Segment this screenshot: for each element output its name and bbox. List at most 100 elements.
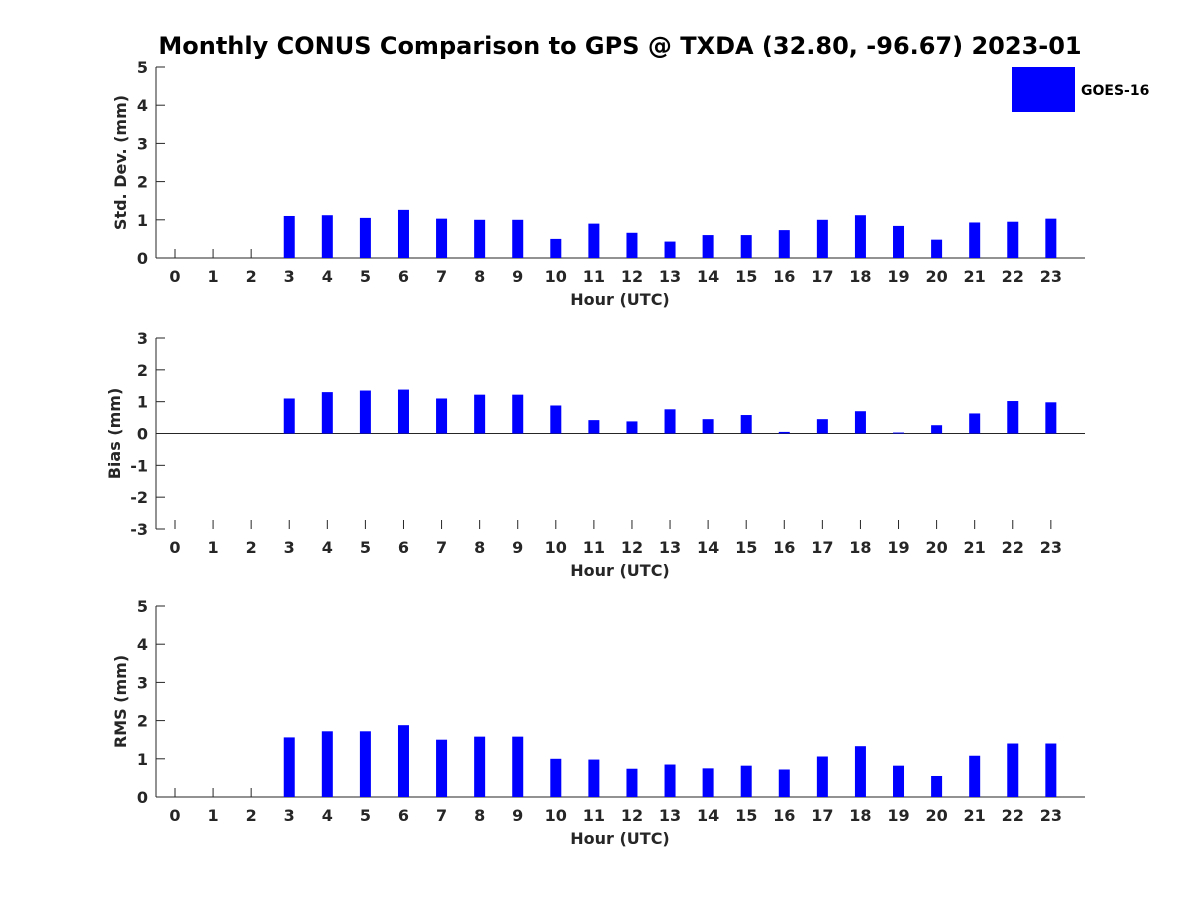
x-tick-label: 22 — [1002, 806, 1024, 825]
bar — [1007, 743, 1019, 797]
x-tick-label: 10 — [545, 538, 567, 557]
bar — [893, 765, 905, 797]
bar — [397, 209, 409, 258]
bar — [893, 225, 905, 258]
bar — [397, 389, 409, 434]
bar — [854, 746, 866, 797]
bar — [359, 217, 371, 258]
y-tick-label: -2 — [130, 488, 148, 507]
x-tick-label: 21 — [964, 267, 986, 286]
bar — [740, 415, 752, 434]
bar — [931, 775, 943, 797]
bar — [588, 420, 600, 434]
bar — [283, 215, 295, 258]
y-tick-label: 2 — [137, 361, 148, 380]
x-tick-label: 16 — [773, 538, 795, 557]
x-tick-label: 9 — [512, 538, 523, 557]
bar — [512, 736, 524, 797]
bar — [436, 218, 448, 258]
x-tick-label: 8 — [474, 267, 485, 286]
x-tick-label: 17 — [811, 267, 833, 286]
legend: GOES-16 — [1012, 67, 1149, 112]
bar — [397, 725, 409, 797]
x-tick-label: 0 — [169, 806, 180, 825]
x-tick-label: 9 — [512, 806, 523, 825]
bar — [740, 235, 752, 258]
bar — [893, 432, 905, 434]
bar — [778, 230, 790, 258]
bar — [778, 769, 790, 797]
x-axis-label: Hour (UTC) — [570, 561, 670, 580]
x-tick-label: 21 — [964, 538, 986, 557]
y-tick-label: 3 — [137, 134, 148, 153]
bar — [283, 398, 295, 434]
x-tick-label: 8 — [474, 806, 485, 825]
x-tick-label: 12 — [621, 806, 643, 825]
y-tick-label: 0 — [137, 788, 148, 807]
y-tick-label: -1 — [130, 456, 148, 475]
bar — [931, 239, 943, 258]
y-tick-label: -3 — [130, 520, 148, 539]
x-tick-label: 1 — [208, 806, 219, 825]
bar — [969, 755, 981, 797]
x-tick-label: 15 — [735, 267, 757, 286]
bar — [436, 398, 448, 434]
x-tick-label: 13 — [659, 538, 681, 557]
x-tick-label: 19 — [887, 806, 909, 825]
bar — [664, 241, 676, 258]
y-tick-label: 1 — [137, 393, 148, 412]
x-tick-label: 7 — [436, 538, 447, 557]
x-tick-label: 2 — [246, 806, 257, 825]
x-tick-label: 22 — [1002, 267, 1024, 286]
bar — [1045, 402, 1057, 434]
x-tick-label: 6 — [398, 538, 409, 557]
bar — [969, 413, 981, 434]
x-tick-label: 9 — [512, 267, 523, 286]
x-tick-label: 5 — [360, 267, 371, 286]
bar — [969, 222, 981, 258]
bar — [1045, 218, 1057, 258]
bar — [816, 219, 828, 258]
y-tick-label: 4 — [137, 96, 148, 115]
y-tick-label: 0 — [137, 249, 148, 268]
bar — [854, 411, 866, 434]
x-tick-label: 6 — [398, 267, 409, 286]
x-tick-label: 18 — [849, 538, 871, 557]
y-axis-label: Std. Dev. (mm) — [111, 95, 130, 230]
x-tick-label: 20 — [925, 267, 947, 286]
x-tick-label: 10 — [545, 267, 567, 286]
x-tick-label: 7 — [436, 806, 447, 825]
legend-label: GOES-16 — [1081, 83, 1149, 99]
x-tick-label: 18 — [849, 267, 871, 286]
x-tick-label: 5 — [360, 538, 371, 557]
x-tick-label: 14 — [697, 538, 719, 557]
bar — [588, 223, 600, 258]
y-tick-label: 0 — [137, 425, 148, 444]
x-tick-label: 4 — [322, 806, 333, 825]
x-tick-label: 13 — [659, 806, 681, 825]
x-tick-label: 2 — [246, 538, 257, 557]
y-tick-label: 5 — [137, 597, 148, 616]
x-tick-label: 17 — [811, 538, 833, 557]
bar — [550, 238, 562, 258]
bar — [474, 736, 486, 797]
x-tick-label: 0 — [169, 538, 180, 557]
x-tick-label: 5 — [360, 806, 371, 825]
bar — [778, 431, 790, 434]
y-axis-label: Bias (mm) — [105, 388, 124, 480]
x-tick-label: 10 — [545, 806, 567, 825]
x-tick-label: 20 — [925, 538, 947, 557]
x-tick-label: 21 — [964, 806, 986, 825]
bar — [1007, 401, 1019, 434]
x-tick-label: 22 — [1002, 538, 1024, 557]
x-axis-label: Hour (UTC) — [570, 290, 670, 309]
bar — [1045, 743, 1057, 797]
y-tick-label: 1 — [137, 211, 148, 230]
x-tick-label: 23 — [1040, 538, 1062, 557]
x-tick-label: 14 — [697, 267, 719, 286]
x-tick-label: 6 — [398, 806, 409, 825]
bar — [1007, 221, 1019, 258]
x-tick-label: 13 — [659, 267, 681, 286]
